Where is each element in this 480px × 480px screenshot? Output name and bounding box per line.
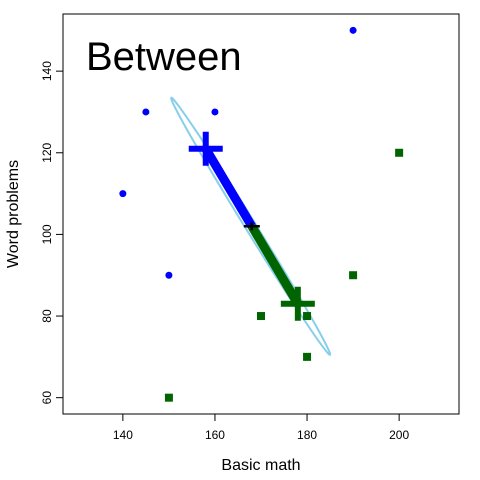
data-point-group2 [257, 312, 265, 321]
data-point-group1 [142, 108, 150, 116]
y-tick-label: 100 [40, 224, 54, 244]
data-point-group2 [164, 393, 173, 402]
data-point-group2 [395, 148, 404, 157]
data-point-group2 [303, 312, 312, 321]
x-tick-label: 200 [389, 428, 409, 442]
data-point-group1 [119, 190, 127, 198]
y-tick-label: 120 [40, 142, 54, 162]
chart-title: Between [86, 35, 242, 79]
mean-segment-group2 [247, 223, 302, 307]
data-point-group1 [349, 26, 357, 34]
mean-segment-group1 [201, 146, 256, 229]
y-tick-label: 80 [40, 309, 54, 323]
x-tick-label: 160 [205, 428, 225, 442]
y-tick-label: 140 [40, 61, 54, 81]
y-axis-title: Word problems [5, 160, 22, 268]
x-tick-label: 140 [113, 428, 133, 442]
axes: 140 160 180 200 60 80 100 120 140 [40, 61, 409, 442]
y-tick-label: 60 [40, 391, 54, 405]
data-point-group1 [165, 271, 173, 279]
x-axis-title: Basic math [221, 457, 300, 474]
data-layer [119, 26, 404, 402]
data-point-group2 [349, 271, 358, 280]
x-tick-label: 180 [297, 428, 317, 442]
data-point-group2 [303, 352, 312, 361]
data-point-group1 [211, 108, 219, 116]
